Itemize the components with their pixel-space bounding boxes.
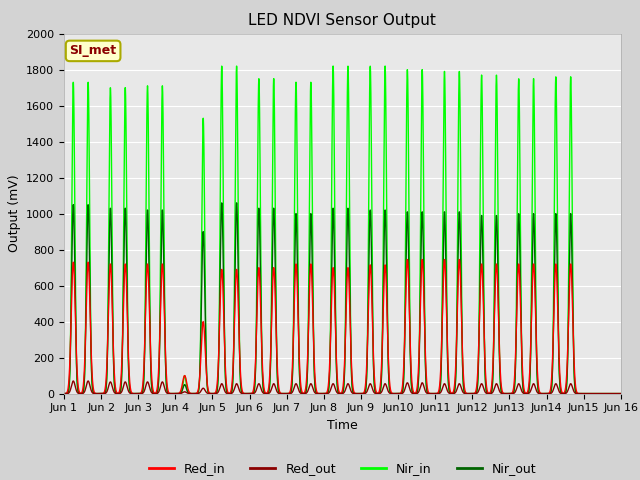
Nir_out xyxy=(273,359,281,364)
Nir_out xyxy=(60,391,68,396)
Nir_out xyxy=(422,381,430,386)
Red_in xyxy=(161,339,169,345)
Red_out xyxy=(273,388,281,394)
Text: SI_met: SI_met xyxy=(70,44,116,58)
Nir_in xyxy=(394,391,402,396)
Nir_out xyxy=(518,361,525,367)
Red_out xyxy=(69,378,77,384)
Line: Red_in: Red_in xyxy=(64,260,621,394)
Nir_in xyxy=(617,391,625,396)
Legend: Red_in, Red_out, Nir_in, Nir_out: Red_in, Red_out, Nir_in, Nir_out xyxy=(143,457,541,480)
Nir_out xyxy=(476,306,483,312)
Red_in xyxy=(273,348,280,354)
Y-axis label: Output (mV): Output (mV) xyxy=(8,175,20,252)
Red_out xyxy=(617,391,625,396)
Red_in xyxy=(394,391,402,396)
Nir_in xyxy=(476,266,483,272)
Line: Nir_out: Nir_out xyxy=(64,203,621,394)
Nir_in xyxy=(60,391,68,396)
Nir_out xyxy=(233,200,241,206)
Red_in xyxy=(617,391,625,396)
Red_out xyxy=(394,391,402,396)
Line: Nir_in: Nir_in xyxy=(64,66,621,394)
Title: LED NDVI Sensor Output: LED NDVI Sensor Output xyxy=(248,13,436,28)
Nir_out xyxy=(394,391,402,396)
Red_in xyxy=(60,391,68,396)
Red_out xyxy=(518,388,525,394)
Nir_out xyxy=(161,344,169,350)
Nir_in xyxy=(422,382,430,388)
Red_out xyxy=(422,390,430,396)
Nir_in xyxy=(329,63,337,69)
Nir_in xyxy=(161,336,169,342)
Nir_out xyxy=(617,391,625,396)
Nir_in xyxy=(273,350,280,356)
Line: Red_out: Red_out xyxy=(64,381,621,394)
X-axis label: Time: Time xyxy=(327,419,358,432)
Red_out xyxy=(161,387,169,393)
Red_in xyxy=(422,369,430,375)
Red_out xyxy=(60,391,68,396)
Red_in xyxy=(441,257,449,263)
Red_in xyxy=(518,352,525,358)
Red_in xyxy=(476,312,483,318)
Nir_in xyxy=(518,359,525,364)
Red_out xyxy=(476,385,483,391)
